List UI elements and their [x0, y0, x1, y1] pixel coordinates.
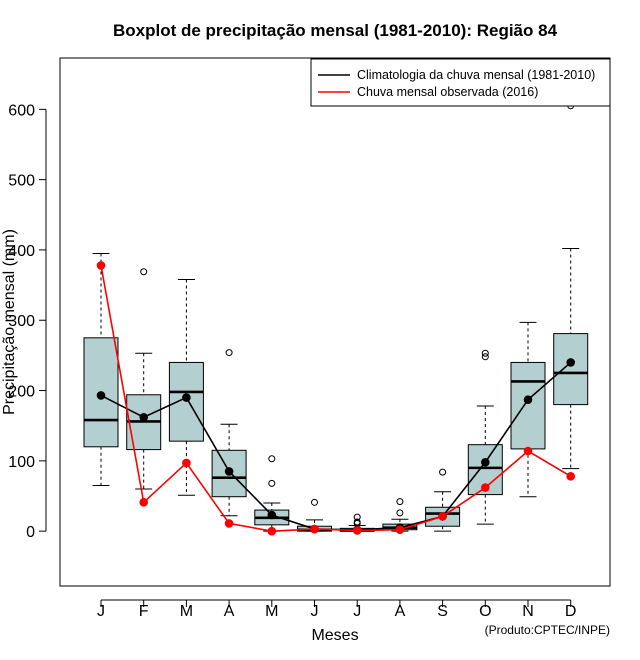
outlier-point [396, 498, 404, 506]
x-tick-label: J [311, 603, 319, 620]
y-tick-label: 0 [26, 524, 35, 541]
y-tick-label: 300 [8, 313, 35, 330]
x-axis-title: Meses [311, 627, 358, 644]
x-tick-label: D [565, 603, 577, 620]
x-tick-label: M [180, 603, 193, 620]
series-point-observed [395, 525, 405, 535]
series-point-climatology [481, 457, 490, 467]
series-point-observed [182, 458, 191, 468]
x-tick-label: O [479, 603, 491, 620]
series-point-observed [310, 524, 319, 534]
series-observed [96, 261, 576, 536]
y-axis-title: Precipitação mensal (mm) [1, 229, 18, 415]
series-group [96, 261, 576, 536]
series-point-climatology [267, 510, 277, 520]
series-point-observed [523, 446, 533, 456]
x-tick-label: J [353, 603, 361, 620]
box-group [83, 102, 589, 532]
credit-text: (Produto:CPTEC/INPE) [485, 623, 610, 637]
legend-label-climatology: Climatologia da chuva mensal (1981-2010) [357, 68, 595, 82]
series-point-climatology [182, 393, 191, 402]
series-point-climatology [566, 358, 576, 367]
series-point-observed [224, 519, 234, 528]
x-tick-label: N [522, 603, 534, 620]
series-point-observed [481, 483, 490, 492]
box-iqr [553, 333, 589, 406]
x-tick-label: J [97, 603, 105, 620]
outlier-point [225, 349, 233, 357]
series-point-observed [139, 498, 148, 507]
series-point-climatology [523, 395, 533, 404]
legend-box [310, 58, 611, 107]
outlier-point [481, 353, 489, 361]
x-tick-label: A [395, 603, 406, 620]
box-1 [83, 252, 119, 486]
y-tick-label: 100 [8, 454, 35, 471]
outlier-point [311, 498, 318, 506]
outlier-point [481, 349, 489, 357]
y-axis: 0 100 200 300 400 500 600 [8, 102, 47, 541]
outlier-point [268, 479, 276, 487]
series-climatology [96, 358, 576, 535]
series-point-observed [438, 512, 447, 521]
series-point-climatology [224, 467, 234, 476]
series-point-observed [267, 526, 277, 536]
series-point-climatology [139, 412, 148, 422]
plot-frame [59, 57, 611, 587]
x-tick-label: S [437, 603, 448, 620]
box-2 [126, 268, 162, 490]
outlier-point [439, 468, 447, 476]
box-11 [510, 321, 546, 498]
y-tick-label: 400 [8, 243, 35, 260]
box-iqr [211, 449, 247, 498]
box-4 [211, 349, 247, 517]
series-point-observed [96, 261, 106, 270]
series-point-observed [566, 472, 576, 481]
x-tick-label: M [265, 603, 278, 620]
series-point-climatology [96, 391, 106, 400]
series-line-observed [100, 265, 572, 532]
box-5 [254, 455, 290, 532]
legend-label-observed: Chuva mensal observada (2016) [357, 85, 538, 99]
outlier-point [140, 268, 148, 276]
box-10 [467, 349, 503, 525]
outlier-point [268, 455, 276, 463]
y-tick-label: 200 [8, 384, 35, 401]
box-iqr [510, 361, 546, 450]
series-point-observed [352, 526, 362, 535]
x-tick-label: F [139, 603, 149, 620]
legend: Climatologia da chuva mensal (1981-2010)… [310, 58, 611, 107]
y-tick-label: 500 [8, 173, 35, 190]
box-12 [553, 102, 589, 470]
y-tick-label: 600 [8, 102, 35, 119]
x-tick-label: A [224, 603, 235, 620]
outlier-point [396, 509, 404, 517]
chart-title: Boxplot de precipitação mensal (1981-201… [113, 21, 558, 40]
